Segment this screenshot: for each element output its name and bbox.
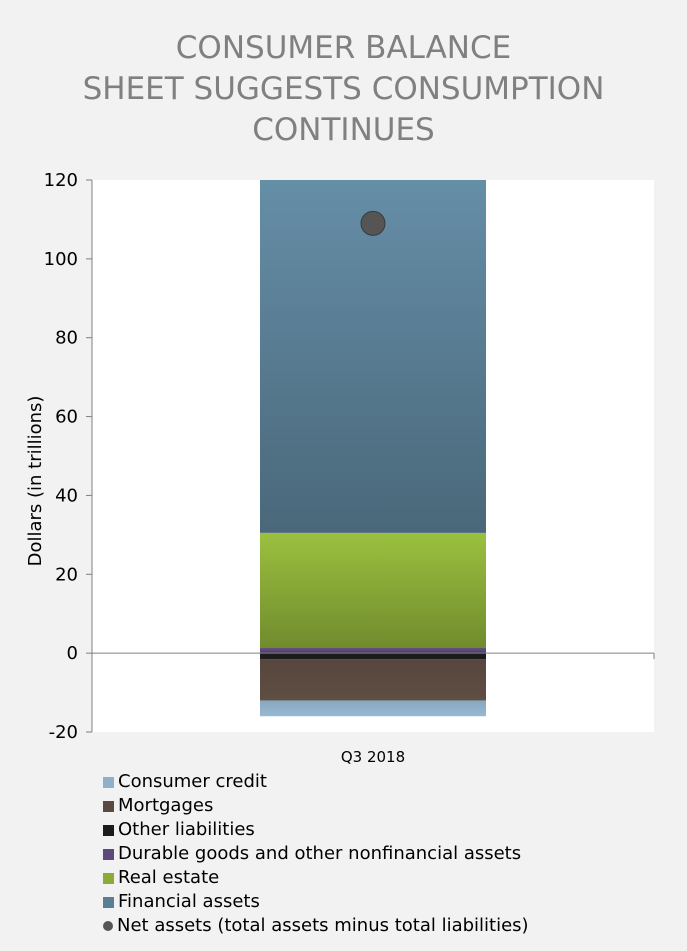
y-tick-label: 60 xyxy=(55,407,78,428)
bar-segment-financial-assets xyxy=(260,180,486,533)
y-tick-label: 80 xyxy=(55,328,78,349)
legend-label: Financial assets xyxy=(118,891,260,912)
legend-swatch xyxy=(103,800,114,812)
legend-label: Durable goods and other nonfinancial ass… xyxy=(118,843,522,864)
legend-swatch xyxy=(103,776,114,788)
net-assets-marker xyxy=(360,210,386,236)
legend-item-real-estate: Real estate xyxy=(103,866,529,890)
legend-swatch xyxy=(103,896,114,908)
legend: Consumer credit Mortgages Other liabilitie… xyxy=(103,770,529,938)
legend-item-other-liabilities: Other liabilities xyxy=(103,818,529,842)
legend-marker-icon xyxy=(103,921,113,931)
bar-segment-durable-goods-and-other-nonfinancial-assets xyxy=(260,647,486,654)
chart-title-line-3: CONTINUES xyxy=(252,112,435,148)
legend-label: Net assets (total assets minus total lia… xyxy=(117,915,529,936)
legend-label: Consumer credit xyxy=(118,771,267,792)
x-tick-label: Q3 2018 xyxy=(341,748,405,766)
y-tick-label: 40 xyxy=(55,485,78,506)
y-tick-label: 0 xyxy=(67,643,78,664)
legend-swatch xyxy=(103,824,114,836)
legend-item-consumer-credit: Consumer credit xyxy=(103,770,529,794)
legend-item-net-assets: Net assets (total assets minus total lia… xyxy=(103,914,529,938)
bar-segment-other-liabilities xyxy=(260,653,486,660)
legend-swatch xyxy=(103,872,114,884)
chart-title: CONSUMER BALANCE SHEET SUGGESTS CONSUMPT… xyxy=(0,28,687,151)
legend-label: Other liabilities xyxy=(118,819,255,840)
legend-label: Real estate xyxy=(118,867,220,888)
y-tick-label: 120 xyxy=(44,170,78,191)
y-tick-label: 100 xyxy=(44,249,78,270)
y-tick-label: 20 xyxy=(55,564,78,585)
y-axis-label: Dollars (in trillions) xyxy=(25,396,46,567)
chart-title-line-1: CONSUMER BALANCE xyxy=(175,30,512,66)
legend-swatch xyxy=(103,848,114,860)
legend-item-financial-assets: Financial assets xyxy=(103,890,529,914)
legend-item-mortgages: Mortgages xyxy=(103,794,529,818)
y-tick-label: -20 xyxy=(49,722,78,743)
legend-label: Mortgages xyxy=(118,795,214,816)
bar-segment-real-estate xyxy=(260,532,486,648)
bar-segment-consumer-credit xyxy=(260,700,486,717)
legend-item-durable-goods-and-other-nonfinancial-assets: Durable goods and other nonfinancial ass… xyxy=(103,842,529,866)
bar-segment-mortgages xyxy=(260,659,486,701)
chart-title-line-2: SHEET SUGGESTS CONSUMPTION xyxy=(82,71,605,107)
